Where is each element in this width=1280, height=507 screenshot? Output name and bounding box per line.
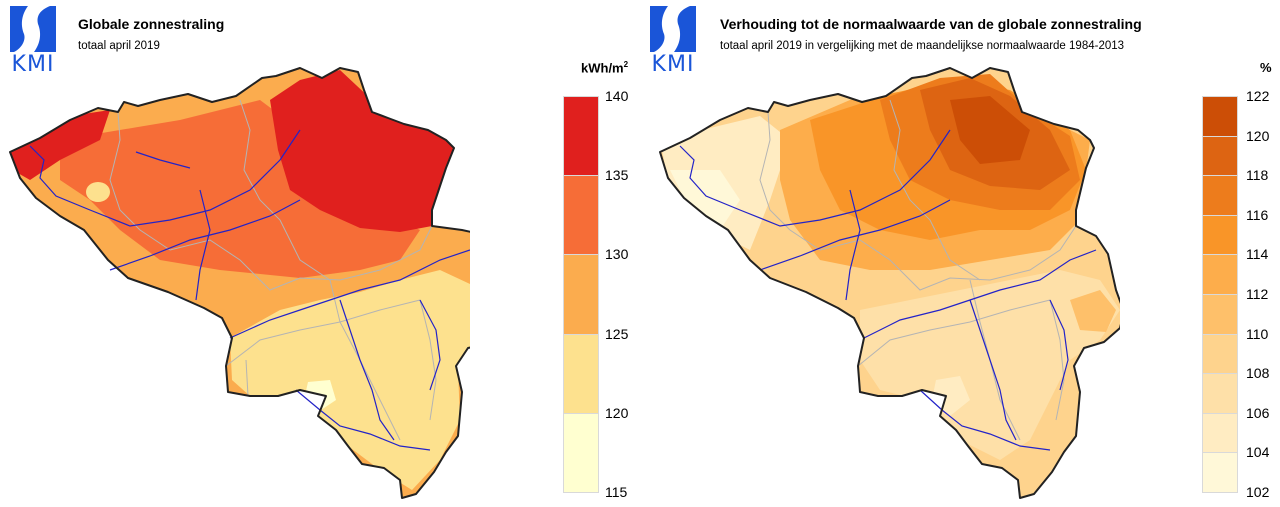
legend-swatch-112-114 xyxy=(1202,254,1238,295)
legend-swatch-108-110 xyxy=(1202,333,1238,375)
ratio-zone-120-122 xyxy=(950,96,1030,164)
rivers xyxy=(29,129,470,451)
legend-tick-label: 140 xyxy=(605,88,629,104)
legend-swatch-125-130 xyxy=(563,254,599,335)
legend-tick-label: 104 xyxy=(1246,444,1270,461)
legend-tick-label: 125 xyxy=(605,325,629,342)
legend-tick-label: 135 xyxy=(605,167,629,184)
radiation-zone-135-140-coast xyxy=(10,110,110,180)
legend-tick-label: 130 xyxy=(605,246,629,263)
legend-swatch-114-116 xyxy=(1202,214,1238,256)
legend-unit: kWh/m2 xyxy=(581,60,629,76)
kmi-logo-text: KMI xyxy=(11,52,55,77)
legend-tick-label: 118 xyxy=(1246,167,1269,184)
legend-tick-label: 115 xyxy=(605,484,628,500)
radiation-zone-120-125-west xyxy=(86,182,110,202)
ratio-zone-102-104 xyxy=(670,170,740,230)
legend-unit: % xyxy=(1260,60,1272,75)
legend-swatch-120-122 xyxy=(1202,96,1238,137)
belgium-map-ratio xyxy=(659,67,1120,499)
map-title: Verhouding tot de normaalwaarde van de g… xyxy=(720,16,1142,32)
legend-tick-label: 110 xyxy=(1246,325,1269,342)
legend-swatch-106-108 xyxy=(1202,373,1238,414)
legend-swatch-118-120 xyxy=(1202,135,1238,177)
legend-tick-label: 108 xyxy=(1246,365,1270,382)
legend-swatch-115-120 xyxy=(563,412,599,493)
legend-tick-label: 116 xyxy=(1246,206,1269,223)
belgium-border xyxy=(9,67,470,499)
ratio-zone-106-108 xyxy=(860,270,1120,460)
map-title: Globale zonnestraling xyxy=(78,16,225,32)
legend-tick-label: 102 xyxy=(1246,484,1270,500)
panel-global-radiation: KMI Globale zonnestraling totaal april 2… xyxy=(6,4,629,500)
legend-swatch-102-104 xyxy=(1202,452,1238,493)
kmi-logo: KMI xyxy=(646,4,700,77)
legend-tick-label: 114 xyxy=(1246,246,1269,263)
legend-tick-label: 120 xyxy=(1246,127,1270,144)
kmi-logo-mark xyxy=(646,4,700,54)
legend-tick-label: 122 xyxy=(1246,88,1270,104)
ratio-zone-110-112-east xyxy=(1070,290,1116,332)
kmi-logo-mark xyxy=(6,4,60,54)
map-subtitle: totaal april 2019 in vergelijking met de… xyxy=(720,40,1125,52)
map-subtitle: totaal april 2019 xyxy=(78,40,160,52)
kmi-logo-text: KMI xyxy=(651,52,695,77)
belgium-border xyxy=(659,67,1120,499)
legend-tick-label: 106 xyxy=(1246,404,1270,421)
legend-swatch-116-118 xyxy=(1202,175,1238,216)
radiation-zone-135-140 xyxy=(270,70,456,232)
legend-swatch-135-140 xyxy=(563,96,599,177)
legend-swatch-104-106 xyxy=(1202,412,1238,454)
belgium-map-radiation xyxy=(9,67,470,499)
rivers xyxy=(679,129,1097,451)
radiation-zone-130-135 xyxy=(60,100,420,278)
legend-swatch-130-135 xyxy=(563,175,599,256)
legend-tick-label: 120 xyxy=(605,404,629,421)
legend-tick-label: 112 xyxy=(1246,286,1269,302)
panel-radiation-ratio: KMI Verhouding tot de normaalwaarde van … xyxy=(640,0,1280,507)
legend-swatch-120-125 xyxy=(563,333,599,414)
legend-swatch-110-112 xyxy=(1202,294,1238,335)
kmi-logo: KMI xyxy=(6,4,60,77)
